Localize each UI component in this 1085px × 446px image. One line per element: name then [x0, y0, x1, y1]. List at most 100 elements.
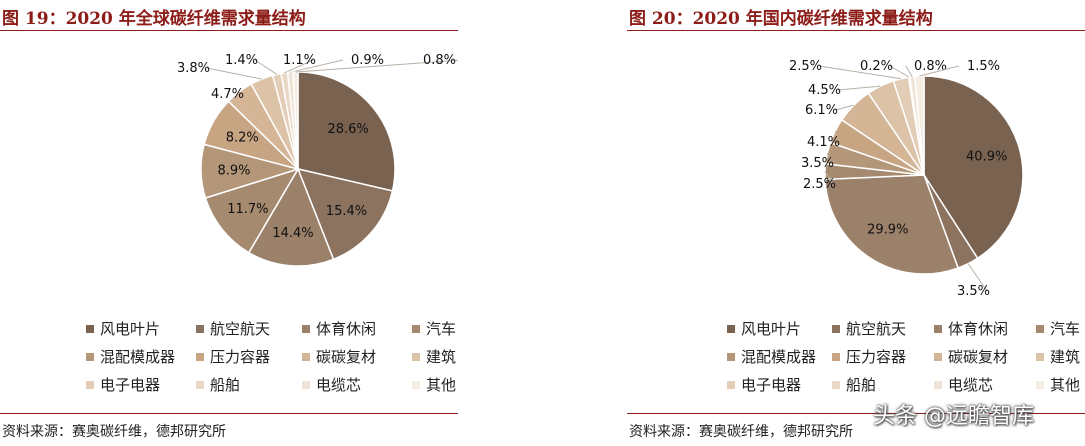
legend-item: 碳碳复材: [934, 346, 1008, 367]
legend-swatch: [302, 324, 310, 333]
chart-title: 图 19：2020 年全球碳纤维需求量结构: [2, 9, 306, 29]
slice-data-label: 0.8%: [423, 53, 456, 68]
slice-data-label: 8.9%: [217, 164, 250, 179]
legend-item: 电缆芯: [302, 374, 361, 395]
legend-label: 碳碳复材: [316, 348, 377, 366]
legend-swatch: [86, 324, 94, 333]
legend-swatch: [934, 380, 942, 389]
legend-label: 电缆芯: [948, 376, 994, 394]
slice-data-label: 3.5%: [957, 284, 990, 299]
pie-slice-12: [913, 75, 925, 176]
legend-item: 压力容器: [832, 346, 906, 367]
legend-label: 汽车: [426, 320, 457, 338]
slice-data-label: 1.1%: [283, 53, 316, 68]
legend-item: 航空航天: [196, 318, 270, 339]
title-rule: [0, 30, 458, 31]
pie-slice-2: [296, 167, 394, 261]
legend-item: 电缆芯: [934, 374, 993, 395]
legend-swatch: [832, 324, 840, 333]
legend-item: 混配模成器: [86, 346, 175, 367]
pie-slice-3: [247, 167, 335, 267]
slice-data-label: 4.5%: [808, 83, 841, 98]
legend-item: 汽车: [1036, 318, 1080, 339]
legend-swatch: [727, 324, 735, 333]
legend-item: 混配模成器: [727, 346, 816, 367]
legend-item: 压力容器: [196, 346, 270, 367]
legend-swatch: [832, 352, 840, 361]
pie-slice-1: [297, 71, 396, 192]
leader-line: [206, 67, 262, 80]
slice-data-label: 1.4%: [225, 53, 258, 68]
leader-line: [905, 65, 913, 77]
legend-swatch: [86, 380, 94, 389]
leader-line: [254, 59, 278, 75]
legend-item: 电子电器: [86, 374, 160, 395]
slice-data-label: 6.1%: [805, 103, 838, 118]
legend-swatch: [934, 352, 942, 361]
slice-data-label: 3.5%: [801, 156, 834, 171]
leader-line: [967, 263, 988, 292]
legend-label: 其他: [1050, 376, 1081, 394]
chart-panel-global: 图 19：2020 年全球碳纤维需求量结构 28.6% 15.4% 14.4% 11.…: [0, 0, 458, 446]
pie-slice-3: [824, 174, 960, 275]
leader-line: [826, 152, 832, 164]
legend-label: 建筑: [1050, 348, 1081, 366]
legend-label: 压力容器: [210, 348, 271, 366]
legend-label: 其他: [426, 376, 457, 394]
legend-swatch: [1036, 352, 1044, 361]
slice-data-label: 1.5%: [967, 59, 1000, 74]
leader-line: [837, 85, 881, 91]
slice-data-label: 40.9%: [966, 150, 1007, 165]
legend-label: 风电叶片: [100, 320, 161, 338]
legend-swatch: [86, 352, 94, 361]
legend-swatch: [727, 352, 735, 361]
source-note: 资料来源：赛奥碳纤维，德邦研究所: [629, 424, 853, 440]
legend-item: 碳碳复材: [302, 346, 376, 367]
leader-line: [824, 171, 834, 185]
legend-item: 其他: [412, 374, 456, 395]
legend-label: 船舶: [210, 376, 241, 394]
legend-label: 碳碳复材: [948, 348, 1009, 366]
legend-item: 风电叶片: [86, 318, 160, 339]
legend-item: 汽车: [412, 318, 456, 339]
legend-label: 压力容器: [846, 348, 907, 366]
pie-slice-4: [204, 167, 300, 254]
legend-swatch: [934, 324, 942, 333]
legend-item: 船舶: [832, 374, 876, 395]
title-rule: [627, 30, 1085, 31]
slice-data-label: 14.4%: [272, 226, 313, 241]
slice-data-label: 0.8%: [914, 59, 947, 74]
source-rule: [0, 413, 458, 414]
leader-line: [290, 59, 344, 73]
slice-data-label: 4.1%: [807, 135, 840, 150]
slice-data-label: 29.9%: [867, 222, 908, 237]
legend-label: 电子电器: [100, 376, 161, 394]
legend-label: 混配模成器: [100, 348, 176, 366]
legend-label: 航空航天: [210, 320, 271, 338]
leader-line: [818, 65, 901, 80]
legend-swatch: [832, 380, 840, 389]
legend-swatch: [196, 380, 204, 389]
legend-item: 建筑: [412, 346, 456, 367]
legend-item: 船舶: [196, 374, 240, 395]
slice-data-label: 3.8%: [177, 61, 210, 76]
source-rule: [627, 413, 1085, 414]
legend-swatch: [196, 324, 204, 333]
legend-swatch: [727, 380, 735, 389]
slice-data-label: 0.9%: [351, 53, 384, 68]
legend-item: 电子电器: [727, 374, 801, 395]
leader-line: [834, 130, 838, 143]
slice-data-label: 15.4%: [326, 204, 367, 219]
legend-swatch: [302, 352, 310, 361]
legend-label: 汽车: [1050, 320, 1081, 338]
chart-panel-domestic: 图 20：2020 年国内碳纤维需求量结构 40.9% 3.5% 29.9% 2.5%…: [627, 0, 1085, 446]
slice-data-label: 2.5%: [789, 59, 822, 74]
slice-data-label: 11.7%: [227, 202, 268, 217]
slice-data-label: 0.2%: [860, 59, 893, 74]
leader-line: [238, 91, 242, 95]
legend-item: 其他: [1036, 374, 1080, 395]
legend-swatch: [412, 352, 420, 361]
legend-label: 建筑: [426, 348, 457, 366]
leader-line: [834, 104, 854, 111]
legend-swatch: [412, 380, 420, 389]
